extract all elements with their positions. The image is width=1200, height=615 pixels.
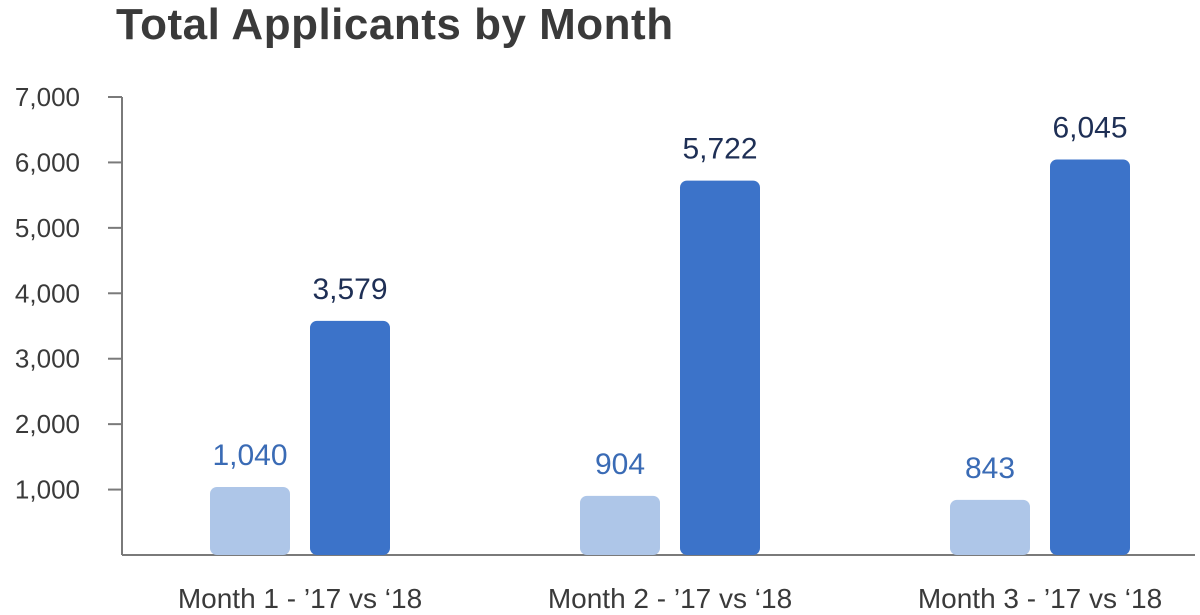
x-category-label: Month 1 - ’17 vs ‘18 (178, 583, 422, 614)
y-tick-label: 7,000 (15, 82, 80, 112)
bar (580, 495, 660, 555)
data-label: 5,722 (682, 133, 757, 166)
y-tick-label: 6,000 (15, 147, 80, 177)
x-category-label: Month 2 - ’17 vs ‘18 (548, 583, 792, 614)
bar (680, 180, 760, 555)
y-tick-label: 3,000 (15, 344, 80, 374)
bar (950, 499, 1030, 555)
bar (310, 320, 390, 555)
bar (1050, 159, 1130, 555)
data-label: 6,045 (1052, 111, 1127, 144)
y-tick-label: 5,000 (15, 213, 80, 243)
data-label: 3,579 (312, 273, 387, 306)
y-tick-label: 1,000 (15, 475, 80, 505)
x-category-label: Month 3 - ’17 vs ‘18 (918, 583, 1162, 614)
chart-title: Total Applicants by Month (116, 0, 674, 49)
data-label: 1,040 (212, 439, 287, 472)
data-label: 843 (965, 452, 1015, 485)
y-tick-label: 4,000 (15, 278, 80, 308)
bar (210, 486, 290, 555)
data-label: 904 (595, 448, 645, 481)
y-tick-label: 2,000 (15, 409, 80, 439)
